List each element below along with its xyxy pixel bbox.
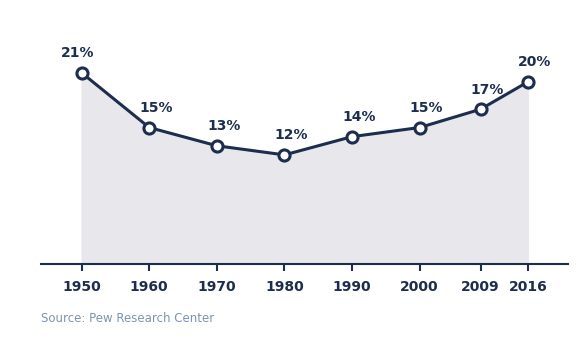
Text: 15%: 15% — [410, 101, 444, 115]
Text: 15%: 15% — [139, 101, 173, 115]
Text: 20%: 20% — [518, 55, 551, 69]
Text: 13%: 13% — [207, 119, 240, 133]
Text: 21%: 21% — [61, 46, 94, 60]
Text: 17%: 17% — [471, 83, 504, 97]
Text: 12%: 12% — [275, 128, 308, 142]
Text: 14%: 14% — [342, 110, 376, 124]
Text: Source: Pew Research Center: Source: Pew Research Center — [41, 313, 214, 325]
